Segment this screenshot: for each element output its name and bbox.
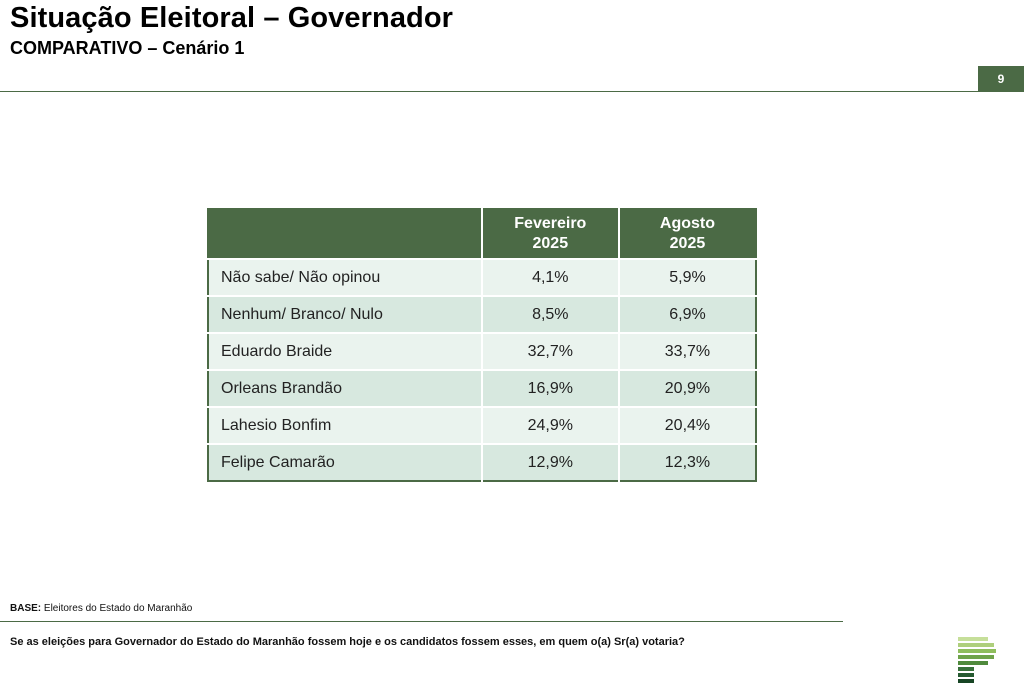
table-row: Orleans Brandão 16,9% 20,9%	[208, 369, 756, 407]
cell-agosto: 33,7%	[617, 332, 756, 370]
table-header-row: Fevereiro 2025 Agosto 2025	[208, 209, 756, 259]
footer-divider	[0, 621, 843, 622]
column-header-agosto: Agosto 2025	[617, 209, 756, 259]
table-row: Eduardo Braide 32,7% 33,7%	[208, 332, 756, 370]
cell-fevereiro: 12,9%	[480, 443, 619, 481]
base-note: BASE: Eleitores do Estado do Maranhão	[10, 603, 192, 614]
row-label: Orleans Brandão	[208, 369, 482, 407]
table-row: Nenhum/ Branco/ Nulo 8,5% 6,9%	[208, 295, 756, 333]
table-row: Não sabe/ Não opinou 4,1% 5,9%	[208, 258, 756, 296]
results-table: Fevereiro 2025 Agosto 2025 Não sabe/ Não…	[207, 208, 757, 482]
cell-fevereiro: 4,1%	[480, 258, 619, 296]
table-header-corner	[208, 209, 482, 259]
base-text: Eleitores do Estado do Maranhão	[43, 603, 193, 614]
cell-agosto: 5,9%	[617, 258, 756, 296]
column-header-month: Agosto	[659, 215, 716, 232]
cell-agosto: 20,4%	[617, 406, 756, 444]
column-header-fevereiro: Fevereiro 2025	[480, 209, 619, 259]
row-label: Nenhum/ Branco/ Nulo	[208, 295, 482, 333]
row-label: Não sabe/ Não opinou	[208, 258, 482, 296]
cell-fevereiro: 16,9%	[480, 369, 619, 407]
cell-agosto: 6,9%	[617, 295, 756, 333]
column-header-month: Fevereiro	[514, 215, 587, 232]
cell-fevereiro: 8,5%	[480, 295, 619, 333]
row-label: Eduardo Braide	[208, 332, 482, 370]
cell-fevereiro: 24,9%	[480, 406, 619, 444]
header-divider	[0, 91, 1024, 92]
table-row: Felipe Camarão 12,9% 12,3%	[208, 443, 756, 481]
row-label: Felipe Camarão	[208, 443, 482, 481]
cell-fevereiro: 32,7%	[480, 332, 619, 370]
table-row: Lahesio Bonfim 24,9% 20,4%	[208, 406, 756, 444]
survey-question: Se as eleições para Governador do Estado…	[10, 636, 685, 648]
cell-agosto: 20,9%	[617, 369, 756, 407]
base-label: BASE:	[10, 603, 42, 614]
brand-logo-icon	[958, 637, 996, 683]
page-title: Situação Eleitoral – Governador	[10, 2, 454, 34]
column-header-year: 2025	[532, 235, 569, 252]
column-header-year: 2025	[669, 235, 706, 252]
row-label: Lahesio Bonfim	[208, 406, 482, 444]
page-number-badge: 9	[978, 66, 1024, 92]
page-subtitle: COMPARATIVO – Cenário 1	[10, 38, 245, 58]
cell-agosto: 12,3%	[617, 443, 756, 481]
